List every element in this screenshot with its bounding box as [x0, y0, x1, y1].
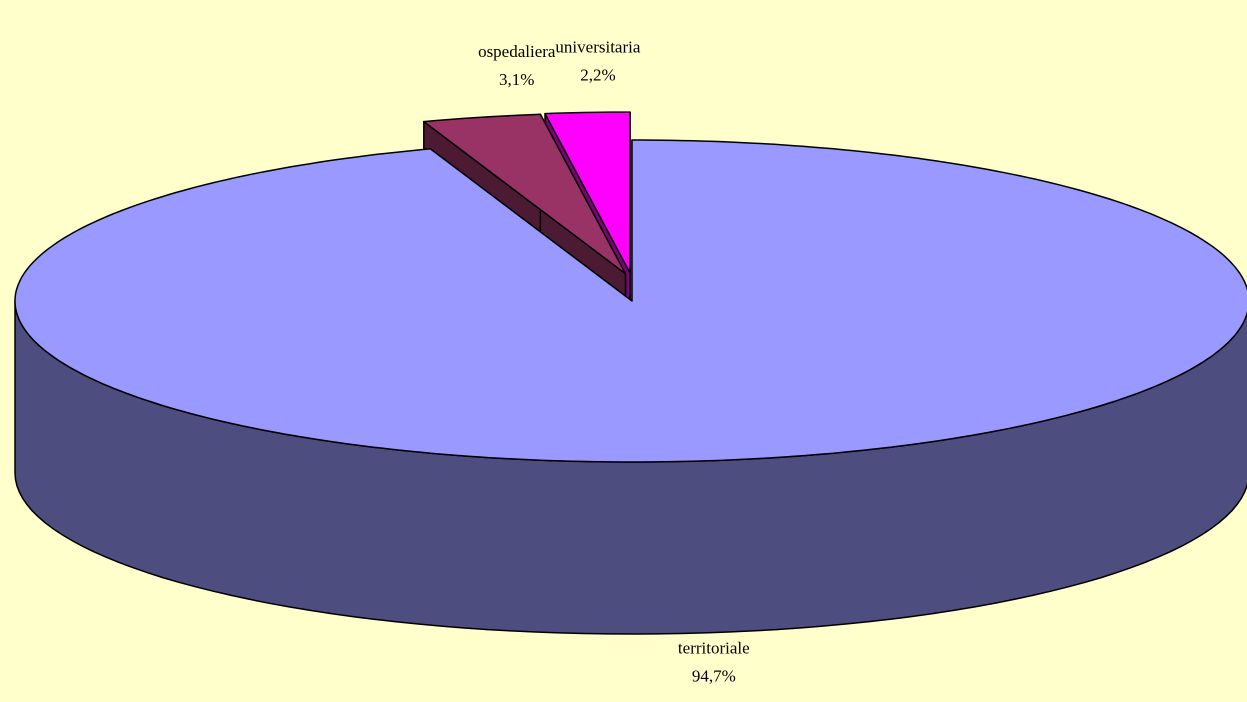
value-label: 94,7% [692, 667, 736, 686]
slice [544, 111, 631, 274]
slice-label: ospedaliera [478, 42, 556, 61]
slice [423, 113, 627, 275]
value-label: 2,2% [580, 65, 615, 84]
slice [14, 139, 1247, 463]
value-label: 3,1% [499, 70, 534, 89]
pie-tops [14, 111, 1247, 463]
slice-label: territoriale [678, 639, 750, 658]
slice-label: universitaria [555, 37, 640, 56]
labels: universitaria 2,2% ospedaliera 3,1% territor… [478, 37, 750, 685]
